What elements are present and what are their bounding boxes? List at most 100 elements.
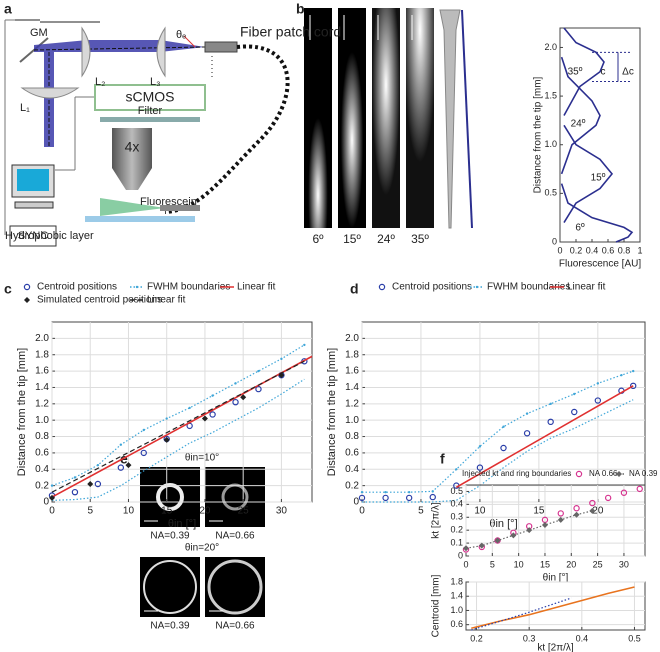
- marker: [510, 532, 517, 539]
- marker: [280, 357, 283, 361]
- y-tick-label: 1.8: [345, 349, 359, 360]
- x-tick-label: 0.4: [586, 245, 599, 255]
- y-tick-label: 0.6: [450, 619, 463, 629]
- x-axis-label: θin [°]: [543, 573, 569, 584]
- beam: [34, 40, 205, 52]
- image: [140, 557, 200, 617]
- y-tick-label: 1.6: [345, 366, 359, 377]
- x-tick-label: 5: [87, 506, 93, 517]
- y-tick-label: 1.5: [544, 90, 557, 100]
- x-tick-label: 20: [566, 559, 576, 569]
- x-axis-label: kt [2π/λ]: [537, 643, 574, 652]
- marker: [526, 527, 533, 534]
- y-axis-label: kt [2π/λ]: [431, 502, 442, 539]
- image-label: 6º: [312, 232, 324, 246]
- series-line: [560, 56, 601, 175]
- legend-label: Linear fit: [567, 282, 606, 293]
- y-tick-label: 1.4: [35, 382, 49, 393]
- tip-edge: [461, 9, 473, 229]
- x-tick-label: 5: [490, 559, 495, 569]
- legend-marker: [24, 297, 30, 303]
- marker: [429, 493, 436, 501]
- filter: [100, 117, 200, 122]
- x-tick-label: 30: [619, 559, 629, 569]
- x-tick-label: 0: [49, 506, 55, 517]
- x-axis-label: θin [°]: [489, 518, 517, 530]
- diagram-label: L₂: [95, 76, 105, 88]
- marker: [87, 481, 94, 487]
- marker: [557, 510, 564, 517]
- y-tick-label: 0.3: [450, 512, 463, 522]
- fiber: [164, 44, 290, 214]
- x-axis-label: θin [°]: [168, 518, 196, 530]
- marker: [407, 490, 411, 494]
- image-label: NA=0.66: [215, 531, 255, 542]
- x-tick-label: 0.3: [523, 633, 536, 643]
- annotation: Δc: [622, 67, 634, 78]
- y-tick-label: 1.4: [345, 382, 359, 393]
- marker: [632, 369, 635, 373]
- image-label: θin=20°: [185, 543, 219, 554]
- series-line: [471, 586, 635, 629]
- x-tick-label: 20: [199, 506, 211, 517]
- marker: [382, 494, 389, 502]
- marker: [573, 505, 580, 512]
- marker: [257, 369, 260, 373]
- marker: [596, 382, 600, 385]
- legend-label: FWHM boundaries: [487, 282, 570, 293]
- marker: [232, 398, 239, 406]
- image: [140, 467, 200, 527]
- marker: [573, 392, 576, 396]
- x-tick-label: 15: [161, 506, 173, 517]
- legend-marker: [616, 471, 622, 477]
- panel-label: d: [350, 281, 359, 297]
- x-tick-label: 15: [540, 559, 550, 569]
- x-tick-label: 0: [557, 245, 562, 255]
- image-label: 24º: [377, 232, 395, 246]
- marker: [604, 494, 612, 502]
- legend-label: Linear fit: [237, 282, 276, 293]
- y-tick-label: 0.4: [345, 464, 359, 475]
- x-axis-label: Fluorescence [AU]: [559, 259, 641, 270]
- legend-label: NA 0.66: [589, 469, 618, 478]
- marker: [405, 494, 413, 502]
- fiber-tip: [439, 9, 461, 229]
- image: [372, 8, 400, 228]
- marker: [549, 402, 552, 406]
- diagram-label: sCMOS: [126, 89, 175, 105]
- image: [338, 8, 366, 228]
- image-label: NA=0.39: [150, 621, 190, 632]
- y-tick-label: 0.6: [35, 448, 49, 459]
- marker: [360, 490, 364, 494]
- angle-line: [183, 35, 196, 48]
- marker: [119, 443, 123, 446]
- x-tick-label: 10: [514, 559, 524, 569]
- panel-label: f: [440, 451, 445, 467]
- y-axis-label: Distance from the tip [mm]: [16, 348, 28, 476]
- marker: [589, 507, 596, 514]
- x-tick-label: 5: [418, 506, 424, 517]
- fluorescein: [100, 198, 165, 216]
- legend-marker: [475, 285, 479, 289]
- image: [406, 8, 434, 228]
- marker: [500, 444, 507, 452]
- annotation: 6º: [575, 223, 585, 234]
- marker: [494, 537, 501, 544]
- annotation: 24º: [571, 119, 586, 130]
- series-line: [465, 510, 593, 549]
- x-tick-label: 0: [463, 559, 468, 569]
- marker: [620, 373, 623, 377]
- panel-label: b: [296, 1, 305, 17]
- series-line: [51, 360, 305, 493]
- y-tick-label: 1.2: [345, 398, 359, 409]
- marker: [188, 406, 191, 410]
- diagram-label: L₃: [150, 76, 161, 88]
- fiber-connector: [204, 41, 238, 53]
- marker: [71, 488, 79, 496]
- y-tick-label: 1.2: [35, 398, 49, 409]
- marker: [73, 476, 77, 479]
- x-tick-label: 1: [637, 245, 642, 255]
- marker: [502, 425, 505, 428]
- annotation: 15º: [591, 173, 606, 184]
